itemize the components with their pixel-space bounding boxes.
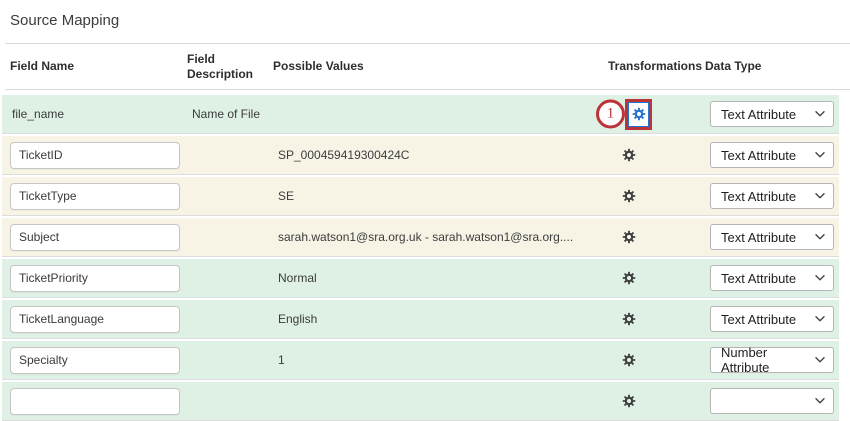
chevron-down-icon	[815, 316, 825, 322]
possible-values-text: 1	[278, 353, 285, 367]
data-type-selected-value: Text Attribute	[721, 270, 797, 286]
data-type-select[interactable]: Text Attribute	[710, 224, 834, 250]
field-name-input[interactable]	[10, 182, 180, 210]
table-row: English Text Attribute	[2, 300, 839, 339]
table-header: Field Name Field Description Possible Va…	[5, 43, 850, 90]
table-row	[2, 382, 839, 421]
page-title: Source Mapping	[10, 12, 120, 29]
table-row: sarah.watson1@sra.org.uk - sarah.watson1…	[2, 218, 839, 257]
data-type-selected-value: Text Attribute	[721, 147, 797, 163]
gear-icon	[622, 271, 636, 285]
possible-values-text: SP_000459419300424C	[278, 148, 410, 162]
gear-icon	[622, 148, 636, 162]
possible-values-text: Normal	[278, 271, 317, 285]
column-header-field-name: Field Name	[10, 59, 75, 73]
field-description-text: Name of File	[192, 107, 261, 121]
data-type-selected-value: Text Attribute	[721, 188, 797, 204]
transformations-gear-button[interactable]	[622, 394, 636, 408]
column-header-possible-values: Possible Values	[273, 59, 364, 73]
transformations-gear-button[interactable]	[622, 230, 636, 244]
annotation-step-badge: 1	[596, 99, 625, 129]
chevron-down-icon	[815, 357, 825, 363]
column-header-field-description: Field Description	[187, 51, 254, 81]
data-type-select[interactable]: Number Attribute	[710, 345, 834, 375]
field-name-input[interactable]	[10, 223, 180, 251]
chevron-down-icon	[815, 234, 825, 240]
column-header-data-type: Data Type	[705, 59, 762, 73]
data-type-select[interactable]	[710, 388, 834, 414]
possible-values-text: English	[278, 312, 318, 326]
data-type-selected-value: Number Attribute	[721, 345, 770, 375]
transformations-gear-button[interactable]	[622, 312, 636, 326]
gear-icon	[622, 312, 636, 326]
data-type-selected-value: Text Attribute	[721, 311, 797, 327]
gear-icon	[622, 394, 636, 408]
chevron-down-icon	[815, 111, 825, 117]
transformations-gear-button[interactable]	[622, 271, 636, 285]
table-row: SE Text Attribute	[2, 177, 839, 216]
chevron-down-icon	[815, 193, 825, 199]
data-type-selected-value: Text Attribute	[721, 229, 797, 245]
gear-icon	[622, 189, 636, 203]
data-type-selected-value: Text Attribute	[721, 106, 797, 122]
gear-icon	[622, 353, 636, 367]
table-row: 1 Number Attribute	[2, 341, 839, 380]
gear-icon	[622, 230, 636, 244]
data-type-select[interactable]: Text Attribute	[710, 142, 834, 168]
field-name-input[interactable]	[10, 387, 180, 415]
transformations-gear-button[interactable]: 1	[596, 98, 652, 130]
data-type-select[interactable]: Text Attribute	[710, 183, 834, 209]
data-type-select[interactable]: Text Attribute	[710, 306, 834, 332]
table-row: file_name Name of File 1 Text Attribute	[2, 95, 839, 134]
field-name-input[interactable]	[10, 264, 180, 292]
data-type-select[interactable]: Text Attribute	[710, 101, 834, 127]
chevron-down-icon	[815, 398, 825, 404]
chevron-down-icon	[815, 152, 825, 158]
transformations-gear-button[interactable]	[622, 353, 636, 367]
field-name-input[interactable]	[10, 141, 180, 169]
chevron-down-icon	[815, 275, 825, 281]
possible-values-text: SE	[278, 189, 295, 203]
column-header-transformations: Transformations	[608, 59, 703, 73]
field-name-input[interactable]	[10, 305, 180, 333]
table-row: Normal Text Attribute	[2, 259, 839, 298]
transformations-gear-button[interactable]	[622, 148, 636, 162]
gear-icon	[632, 107, 646, 121]
source-mapping-table: file_name Name of File 1 Text Attribute …	[0, 95, 850, 421]
possible-values-text: sarah.watson1@sra.org.uk - sarah.watson1…	[278, 230, 574, 244]
field-name-text: file_name	[12, 107, 65, 121]
transformations-gear-button[interactable]	[622, 189, 636, 203]
field-name-input[interactable]	[10, 346, 180, 374]
table-row: SP_000459419300424C Text Attribute	[2, 136, 839, 175]
data-type-select[interactable]: Text Attribute	[710, 265, 834, 291]
